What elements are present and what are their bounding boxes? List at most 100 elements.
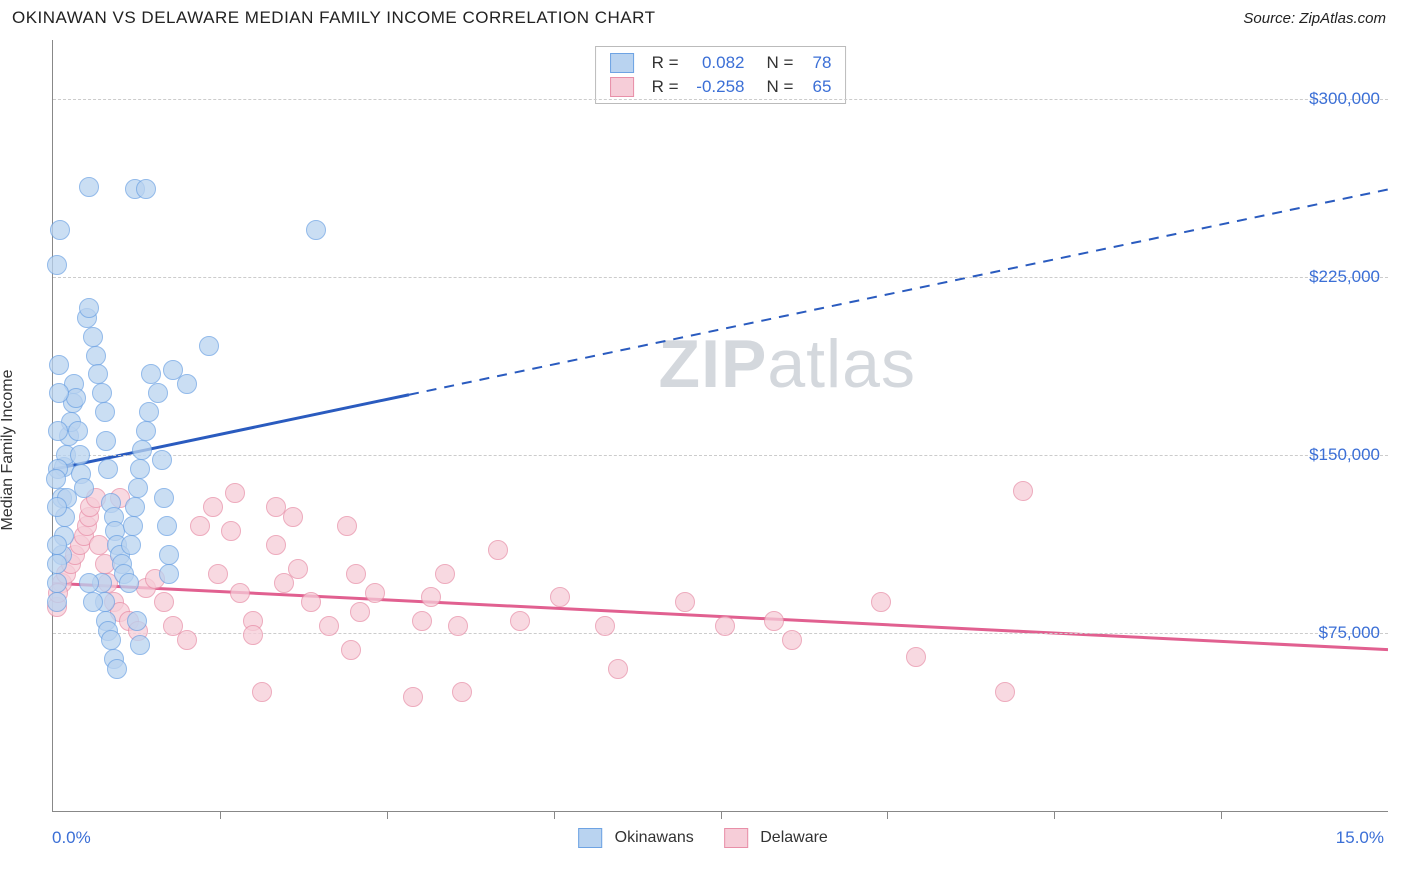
data-point <box>88 364 108 384</box>
legend-item-okinawans: Okinawans <box>578 828 694 848</box>
x-axis-min-label: 0.0% <box>52 828 91 848</box>
data-point <box>136 179 156 199</box>
data-point <box>83 327 103 347</box>
data-point <box>1013 481 1033 501</box>
data-point <box>341 640 361 660</box>
data-point <box>266 535 286 555</box>
x-tick <box>1221 811 1222 819</box>
data-point <box>177 630 197 650</box>
data-point <box>141 364 161 384</box>
data-point <box>139 402 159 422</box>
gridline <box>53 277 1388 278</box>
data-point <box>86 346 106 366</box>
data-point <box>79 573 99 593</box>
data-point <box>288 559 308 579</box>
data-point <box>412 611 432 631</box>
data-point <box>46 469 66 489</box>
data-point <box>101 630 121 650</box>
data-point <box>301 592 321 612</box>
data-point <box>95 402 115 422</box>
data-point <box>346 564 366 584</box>
data-point <box>157 516 177 536</box>
swatch-delaware-icon <box>610 77 634 97</box>
x-tick <box>887 811 888 819</box>
data-point <box>107 659 127 679</box>
x-tick <box>721 811 722 819</box>
data-point <box>130 459 150 479</box>
x-tick <box>387 811 388 819</box>
data-point <box>47 554 67 574</box>
data-point <box>306 220 326 240</box>
data-point <box>452 682 472 702</box>
data-point <box>221 521 241 541</box>
data-point <box>675 592 695 612</box>
data-point <box>92 383 112 403</box>
data-point <box>47 497 67 517</box>
data-point <box>79 177 99 197</box>
data-point <box>995 682 1015 702</box>
data-point <box>764 611 784 631</box>
data-point <box>159 545 179 565</box>
swatch-okinawans-icon <box>578 828 602 848</box>
data-point <box>208 564 228 584</box>
data-point <box>98 459 118 479</box>
y-tick-label: $150,000 <box>1309 445 1380 465</box>
data-point <box>125 497 145 517</box>
chart-title: OKINAWAN VS DELAWARE MEDIAN FAMILY INCOM… <box>12 8 655 28</box>
y-tick-label: $300,000 <box>1309 89 1380 109</box>
data-point <box>154 488 174 508</box>
data-point <box>337 516 357 536</box>
swatch-delaware-icon <box>724 828 748 848</box>
data-point <box>128 478 148 498</box>
swatch-okinawans-icon <box>610 53 634 73</box>
data-point <box>782 630 802 650</box>
data-point <box>350 602 370 622</box>
y-tick-label: $75,000 <box>1319 623 1380 643</box>
data-point <box>225 483 245 503</box>
data-point <box>148 383 168 403</box>
data-point <box>74 478 94 498</box>
correlation-legend: R = 0.082 N = 78 R = -0.258 N = 65 <box>595 46 847 104</box>
data-point <box>47 573 67 593</box>
data-point <box>50 220 70 240</box>
chart-area: Median Family Income ZIPatlas R = 0.082 … <box>18 40 1388 860</box>
gridline <box>53 455 1388 456</box>
data-point <box>49 383 69 403</box>
data-point <box>83 592 103 612</box>
data-point <box>152 450 172 470</box>
data-point <box>47 255 67 275</box>
data-point <box>136 421 156 441</box>
data-point <box>421 587 441 607</box>
data-point <box>283 507 303 527</box>
data-point <box>243 625 263 645</box>
data-point <box>403 687 423 707</box>
y-tick-label: $225,000 <box>1309 267 1380 287</box>
source-credit: Source: ZipAtlas.com <box>1243 10 1386 27</box>
data-point <box>871 592 891 612</box>
data-point <box>159 564 179 584</box>
watermark: ZIPatlas <box>659 325 916 403</box>
data-point <box>47 535 67 555</box>
data-point <box>595 616 615 636</box>
data-point <box>906 647 926 667</box>
data-point <box>252 682 272 702</box>
data-point <box>48 421 68 441</box>
legend-item-delaware: Delaware <box>724 828 828 848</box>
data-point <box>230 583 250 603</box>
data-point <box>127 611 147 631</box>
correlation-row-b: R = -0.258 N = 65 <box>610 75 832 99</box>
gridline <box>53 99 1388 100</box>
data-point <box>448 616 468 636</box>
data-point <box>123 516 143 536</box>
data-point <box>70 445 90 465</box>
data-point <box>79 298 99 318</box>
data-point <box>319 616 339 636</box>
data-point <box>488 540 508 560</box>
data-point <box>608 659 628 679</box>
data-point <box>715 616 735 636</box>
data-point <box>49 355 69 375</box>
data-point <box>203 497 223 517</box>
x-tick <box>554 811 555 819</box>
correlation-row-a: R = 0.082 N = 78 <box>610 51 832 75</box>
x-axis-max-label: 15.0% <box>1336 828 1384 848</box>
